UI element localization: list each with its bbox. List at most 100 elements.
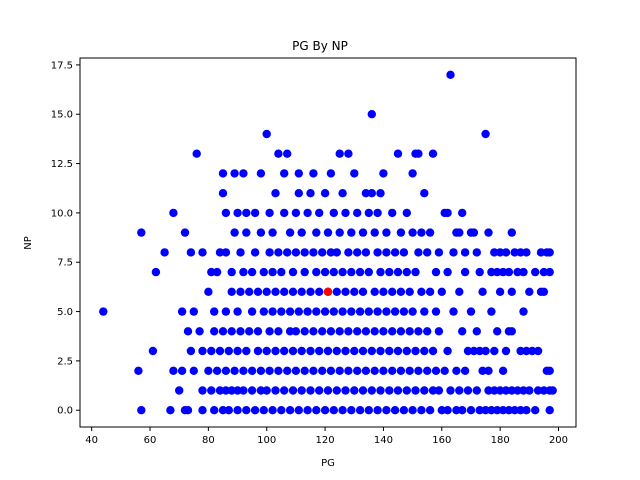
data-point xyxy=(320,267,330,277)
data-point xyxy=(280,169,289,178)
y-tick-label: 10.0 xyxy=(51,208,73,219)
data-point xyxy=(402,346,411,356)
data-point xyxy=(233,346,242,356)
data-point xyxy=(335,228,344,237)
data-point xyxy=(490,346,499,356)
x-tick-label: 200 xyxy=(549,435,568,446)
data-point xyxy=(262,129,271,139)
data-point xyxy=(224,346,233,356)
data-point xyxy=(259,406,268,415)
data-point xyxy=(347,406,356,415)
data-point xyxy=(472,248,481,257)
data-point xyxy=(460,267,470,277)
data-point xyxy=(379,169,388,178)
data-point xyxy=(402,267,411,277)
data-point xyxy=(478,287,487,296)
data-point xyxy=(402,386,411,395)
data-point xyxy=(358,346,368,356)
data-point xyxy=(134,366,143,375)
y-tick-label: 17.5 xyxy=(51,60,73,71)
data-point xyxy=(545,267,554,277)
data-point xyxy=(353,248,362,257)
y-tick-label: 15.0 xyxy=(51,110,73,121)
data-point xyxy=(306,189,315,198)
data-point xyxy=(507,327,516,336)
data-point xyxy=(460,248,470,257)
data-point xyxy=(303,406,312,415)
data-point xyxy=(309,366,318,375)
data-point xyxy=(341,386,350,395)
data-point xyxy=(376,346,385,356)
x-tick-label: 100 xyxy=(257,435,276,446)
data-point xyxy=(280,346,289,356)
data-point xyxy=(373,248,382,257)
data-point xyxy=(344,248,353,257)
data-point xyxy=(274,327,283,336)
data-point xyxy=(420,386,429,395)
data-point xyxy=(207,267,216,277)
data-point xyxy=(300,327,309,336)
data-point xyxy=(183,327,193,336)
data-point xyxy=(236,248,245,257)
data-point xyxy=(344,366,353,375)
data-point xyxy=(425,406,435,415)
x-tick-label: 120 xyxy=(316,435,335,446)
data-point xyxy=(347,228,356,237)
data-point xyxy=(323,346,333,356)
data-point xyxy=(466,307,476,316)
data-point xyxy=(364,208,373,218)
data-point xyxy=(355,267,365,277)
data-point xyxy=(428,346,438,356)
data-point xyxy=(300,248,309,257)
data-point xyxy=(411,386,420,395)
data-point xyxy=(408,169,417,178)
data-point xyxy=(218,406,228,415)
data-point xyxy=(233,406,242,415)
data-point xyxy=(370,327,379,336)
data-point xyxy=(335,327,344,336)
data-point xyxy=(420,307,429,316)
x-tick-label: 60 xyxy=(144,435,157,446)
data-point xyxy=(516,406,525,415)
data-point xyxy=(536,248,546,257)
data-point xyxy=(262,287,271,296)
data-point xyxy=(253,346,263,356)
data-point xyxy=(495,248,505,257)
data-point xyxy=(215,248,225,257)
data-point xyxy=(274,149,283,158)
data-point xyxy=(335,149,344,158)
data-point xyxy=(452,406,461,415)
data-point xyxy=(364,406,373,415)
data-point xyxy=(309,169,318,178)
data-point xyxy=(245,327,254,336)
data-point xyxy=(247,307,257,316)
data-point xyxy=(487,267,496,277)
data-point xyxy=(323,228,333,237)
data-point xyxy=(539,267,549,277)
data-point xyxy=(504,406,514,415)
data-point xyxy=(250,248,260,257)
data-point xyxy=(180,228,190,237)
data-point xyxy=(370,366,379,375)
x-tick-label: 160 xyxy=(432,435,451,446)
data-point xyxy=(271,346,280,356)
data-point xyxy=(233,208,242,218)
data-point xyxy=(230,366,239,375)
data-point xyxy=(376,386,385,395)
data-point xyxy=(519,307,528,316)
data-point xyxy=(428,386,438,395)
data-point xyxy=(385,346,394,356)
data-point xyxy=(207,386,216,395)
data-point xyxy=(493,267,502,277)
data-point xyxy=(516,346,525,356)
data-point xyxy=(364,307,373,316)
data-point xyxy=(268,267,277,277)
data-point xyxy=(440,366,449,375)
data-point xyxy=(341,208,350,218)
data-point xyxy=(285,406,295,415)
data-point xyxy=(186,346,196,356)
data-point xyxy=(259,307,268,316)
data-point xyxy=(390,307,400,316)
data-point xyxy=(329,208,338,218)
